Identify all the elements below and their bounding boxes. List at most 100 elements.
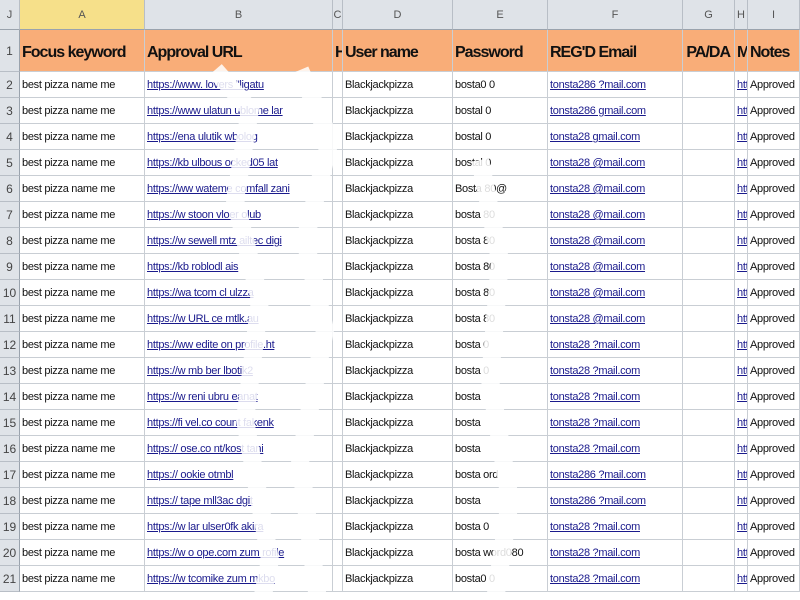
table-cell[interactable] xyxy=(683,436,735,462)
table-cell[interactable]: Approved xyxy=(748,436,800,462)
column-header-b[interactable]: B xyxy=(145,0,333,30)
table-cell[interactable]: htt xyxy=(735,566,748,592)
table-cell[interactable]: Blackjackpizza xyxy=(343,436,453,462)
table-cell[interactable]: https://fi vel.co count fakenk xyxy=(145,410,333,436)
table-cell[interactable]: Bosta 80@ xyxy=(453,176,548,202)
table-cell[interactable]: Approved xyxy=(748,332,800,358)
table-cell[interactable]: htt xyxy=(735,280,748,306)
table-cell[interactable]: Approved xyxy=(748,566,800,592)
table-cell[interactable]: bosta 0 xyxy=(453,514,548,540)
table-cell[interactable] xyxy=(683,124,735,150)
table-cell[interactable]: https:// ose.co nt/kost tani xyxy=(145,436,333,462)
table-cell[interactable]: best pizza name me xyxy=(20,462,145,488)
table-cell[interactable]: bosta 80 xyxy=(453,228,548,254)
table-cell[interactable]: tonsta28 ?mail.com xyxy=(548,332,683,358)
table-cell[interactable] xyxy=(333,228,343,254)
table-cell[interactable]: bosta 0 xyxy=(453,358,548,384)
row-header[interactable]: 17 xyxy=(0,462,20,488)
column-header-c[interactable]: C xyxy=(333,0,343,30)
table-cell[interactable]: tonsta28 gmail.com xyxy=(548,124,683,150)
table-cell[interactable] xyxy=(333,202,343,228)
table-cell[interactable]: tonsta28 ?mail.com xyxy=(548,514,683,540)
table-cell[interactable]: Approved xyxy=(748,176,800,202)
table-cell[interactable]: htt xyxy=(735,514,748,540)
table-cell[interactable]: bostal 0 xyxy=(453,98,548,124)
table-cell[interactable]: best pizza name me xyxy=(20,254,145,280)
table-cell[interactable]: tonsta28 ?mail.com xyxy=(548,358,683,384)
table-cell[interactable]: Blackjackpizza xyxy=(343,72,453,98)
table-cell[interactable]: https://ena ulutik wbolog xyxy=(145,124,333,150)
table-cell[interactable]: https://kb roblodl ais xyxy=(145,254,333,280)
table-cell[interactable] xyxy=(683,410,735,436)
table-cell[interactable]: bosta0 0 xyxy=(453,566,548,592)
table-cell[interactable]: bosta ord xyxy=(453,462,548,488)
table-cell[interactable]: bosta word080 xyxy=(453,540,548,566)
header-cell[interactable]: Focus keyword xyxy=(20,30,145,72)
table-cell[interactable]: Blackjackpizza xyxy=(343,358,453,384)
column-header-d[interactable]: D xyxy=(343,0,453,30)
table-cell[interactable]: bostal 0 xyxy=(453,124,548,150)
column-header-a[interactable]: A xyxy=(20,0,145,30)
table-cell[interactable]: htt xyxy=(735,306,748,332)
table-cell[interactable] xyxy=(333,540,343,566)
table-cell[interactable]: Blackjackpizza xyxy=(343,566,453,592)
table-cell[interactable]: best pizza name me xyxy=(20,306,145,332)
table-cell[interactable]: htt xyxy=(735,410,748,436)
table-cell[interactable]: best pizza name me xyxy=(20,332,145,358)
table-cell[interactable]: best pizza name me xyxy=(20,540,145,566)
header-cell[interactable]: Approval URL xyxy=(145,30,333,72)
table-cell[interactable] xyxy=(683,72,735,98)
table-cell[interactable]: bosta xyxy=(453,488,548,514)
table-cell[interactable]: htt xyxy=(735,254,748,280)
table-cell[interactable]: tonsta28 @mail.com xyxy=(548,228,683,254)
table-cell[interactable]: best pizza name me xyxy=(20,228,145,254)
table-cell[interactable]: https://w mb ber lbotik2 xyxy=(145,358,333,384)
table-cell[interactable]: Approved xyxy=(748,514,800,540)
row-header[interactable]: 4 xyxy=(0,124,20,150)
table-cell[interactable]: bostal 0 xyxy=(453,150,548,176)
table-cell[interactable]: https://w reni ubru eanat xyxy=(145,384,333,410)
table-cell[interactable]: bosta 80 xyxy=(453,280,548,306)
table-cell[interactable]: https://ww wateme comfall zani xyxy=(145,176,333,202)
table-cell[interactable] xyxy=(333,150,343,176)
table-cell[interactable] xyxy=(333,410,343,436)
table-cell[interactable]: best pizza name me xyxy=(20,410,145,436)
table-cell[interactable]: Blackjackpizza xyxy=(343,98,453,124)
table-cell[interactable] xyxy=(333,358,343,384)
table-cell[interactable]: best pizza name me xyxy=(20,150,145,176)
row-header[interactable]: 14 xyxy=(0,384,20,410)
table-cell[interactable]: tonsta28 @mail.com xyxy=(548,176,683,202)
table-cell[interactable] xyxy=(683,202,735,228)
table-cell[interactable] xyxy=(333,254,343,280)
table-cell[interactable] xyxy=(333,462,343,488)
table-cell[interactable]: https://www. lovers "ligatu xyxy=(145,72,333,98)
table-cell[interactable] xyxy=(683,280,735,306)
table-cell[interactable]: Approved xyxy=(748,280,800,306)
table-cell[interactable] xyxy=(683,384,735,410)
table-cell[interactable] xyxy=(683,514,735,540)
table-cell[interactable]: Blackjackpizza xyxy=(343,410,453,436)
header-cell[interactable]: Password xyxy=(453,30,548,72)
table-cell[interactable]: https://www ulatun ublome lar xyxy=(145,98,333,124)
table-cell[interactable]: Blackjackpizza xyxy=(343,124,453,150)
table-cell[interactable]: https:// tape mll3ac dgit xyxy=(145,488,333,514)
column-header-f[interactable]: F xyxy=(548,0,683,30)
table-cell[interactable] xyxy=(333,488,343,514)
table-cell[interactable] xyxy=(683,358,735,384)
table-cell[interactable]: tonsta28 ?mail.com xyxy=(548,436,683,462)
row-header[interactable]: 9 xyxy=(0,254,20,280)
table-cell[interactable]: https://w o ope.com zum rofile xyxy=(145,540,333,566)
table-cell[interactable]: Approved xyxy=(748,384,800,410)
row-header[interactable]: 12 xyxy=(0,332,20,358)
row-header[interactable]: 20 xyxy=(0,540,20,566)
table-cell[interactable]: Blackjackpizza xyxy=(343,540,453,566)
table-cell[interactable]: best pizza name me xyxy=(20,124,145,150)
table-cell[interactable] xyxy=(333,280,343,306)
table-cell[interactable]: bosta0 0 xyxy=(453,72,548,98)
table-cell[interactable]: tonsta28 @mail.com xyxy=(548,306,683,332)
table-cell[interactable]: bosta 80 xyxy=(453,254,548,280)
table-cell[interactable]: Blackjackpizza xyxy=(343,332,453,358)
column-header-g[interactable]: G xyxy=(683,0,735,30)
table-cell[interactable] xyxy=(333,306,343,332)
table-cell[interactable]: Approved xyxy=(748,358,800,384)
